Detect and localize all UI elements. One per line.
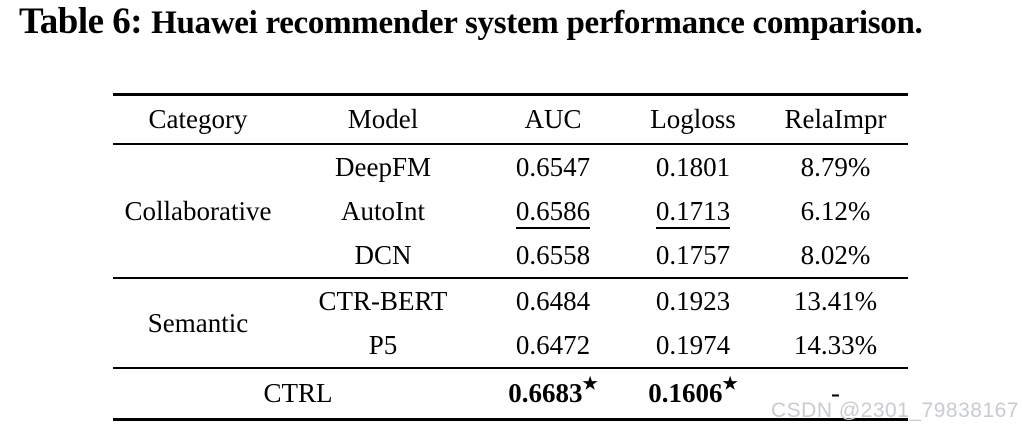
logloss-value: 0.1923 — [655, 285, 731, 316]
model-name: DCN — [354, 239, 412, 270]
summary-row-ctrl: CTRL 0.6683★ 0.1606★ - — [113, 367, 908, 421]
underlined-value: 0.1713 — [655, 195, 731, 229]
performance-table: Category Model AUC Logloss RelaImpr Coll… — [113, 93, 908, 421]
relaimpr-value: 8.79% — [800, 151, 871, 182]
auc-value: 0.6558 — [515, 239, 591, 270]
group-collaborative: Collaborative DeepFM 0.6547 0.1801 8.79%… — [113, 145, 908, 277]
logloss-value: 0.1801 — [655, 151, 731, 182]
auc-value: 0.6547 — [515, 151, 591, 182]
table-caption-text: Huawei recommender system performance co… — [151, 5, 923, 41]
model-name: AutoInt — [341, 195, 425, 226]
summary-auc-value: 0.6683★ — [483, 375, 623, 409]
relaimpr-value: 14.33% — [793, 329, 878, 360]
category-label-semantic: Semantic — [147, 307, 249, 338]
header-auc: AUC — [524, 104, 582, 134]
auc-value-underlined: 0.6586 — [483, 195, 623, 229]
underlined-value: 0.6586 — [515, 195, 591, 229]
header-logloss: Logloss — [650, 104, 736, 134]
model-name: DeepFM — [335, 151, 431, 182]
table-caption: Table 6: Huawei recommender system perfor… — [19, 0, 923, 54]
summary-model-name: CTRL — [263, 378, 333, 408]
star-icon: ★ — [582, 374, 598, 393]
table-caption-label: Table 6: — [19, 1, 143, 42]
logloss-value-underlined: 0.1713 — [623, 195, 763, 229]
logloss-value: 0.1757 — [655, 239, 731, 270]
relaimpr-value: 8.02% — [800, 239, 871, 270]
auc-value: 0.6484 — [515, 285, 591, 316]
header-model: Model — [347, 104, 419, 134]
summary-logloss-value: 0.1606★ — [623, 375, 763, 409]
summary-relaimpr-value: - — [831, 378, 840, 408]
group-semantic: Semantic CTR-BERT 0.6484 0.1923 13.41% P… — [113, 277, 908, 367]
header-category: Category — [148, 104, 248, 134]
logloss-best-value: 0.1606 — [648, 378, 723, 408]
model-name: CTR-BERT — [318, 285, 448, 316]
auc-value: 0.6472 — [515, 329, 591, 360]
table-header-row: Category Model AUC Logloss RelaImpr — [113, 93, 908, 145]
star-icon: ★ — [722, 374, 738, 393]
header-relaimpr: RelaImpr — [784, 104, 887, 134]
auc-best-value: 0.6683 — [508, 378, 583, 408]
model-name: P5 — [368, 329, 398, 360]
relaimpr-value: 6.12% — [800, 195, 871, 226]
logloss-value: 0.1974 — [655, 329, 731, 360]
relaimpr-value: 13.41% — [793, 285, 878, 316]
category-label-collaborative: Collaborative — [124, 195, 272, 226]
csdn-watermark: CSDN @2301_79838167 — [771, 399, 1019, 422]
